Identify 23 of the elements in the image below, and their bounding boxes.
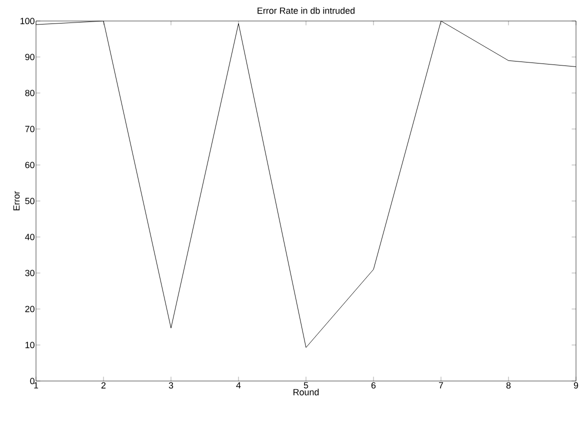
chart-title: Error Rate in db intruded	[258, 7, 354, 14]
x-tick-label: 5	[304, 382, 308, 388]
x-tick-label: 3	[168, 382, 174, 389]
y-tick-label: 50	[25, 198, 34, 204]
x-tick-label: 6	[371, 382, 376, 389]
y-tick-label: 20	[25, 306, 34, 312]
x-axis-title: Round	[294, 388, 319, 396]
x-tick-label: 2	[101, 382, 106, 388]
y-tick-label: 0	[30, 378, 34, 384]
x-tick-label: 7	[438, 382, 444, 388]
y-tick-label: 80	[25, 90, 34, 96]
y-tick-label: 40	[25, 234, 34, 240]
y-tick-label: 70	[25, 126, 34, 132]
x-tick-label: 8	[506, 382, 511, 389]
x-tick-label: 4	[236, 382, 241, 388]
y-axis-title: Error	[13, 191, 20, 210]
y-tick-label: 10	[26, 342, 34, 348]
x-tick-label: 1	[34, 382, 38, 388]
y-tick-label: 90	[25, 54, 34, 60]
y-tick-label: 60	[25, 162, 34, 168]
x-tick-label: 9	[574, 382, 578, 389]
y-tick-label: 30	[25, 270, 34, 276]
y-tick-label: 100	[20, 18, 34, 24]
